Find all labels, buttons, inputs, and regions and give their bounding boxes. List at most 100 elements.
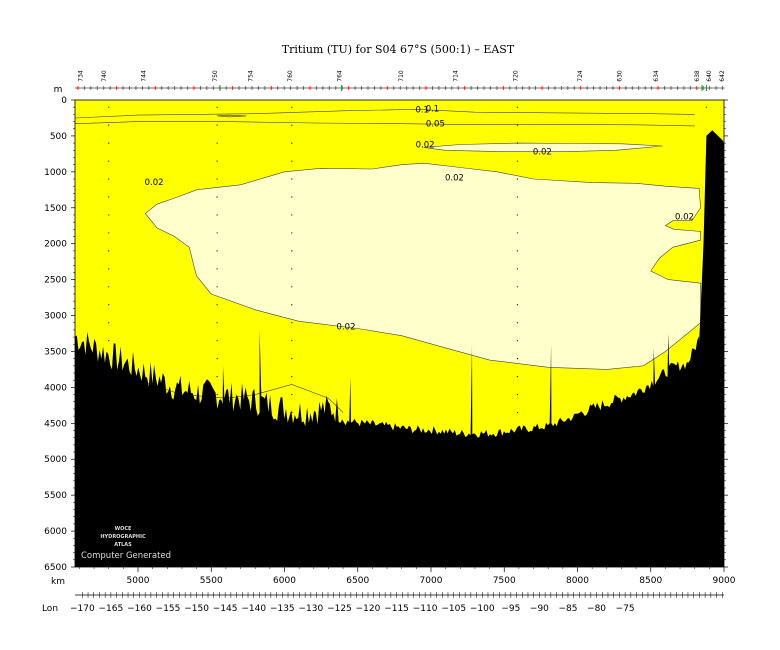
y-tick-label: 500 (50, 132, 67, 142)
contour-label: 0.02 (445, 174, 464, 184)
sample-dot (291, 304, 293, 306)
x-tick-label: 6500 (346, 576, 369, 586)
contour-label: 0.1 (415, 105, 429, 115)
y-axis-unit: m (54, 85, 63, 95)
sample-dot (216, 304, 218, 306)
contour-label: 0.05 (426, 120, 445, 130)
station-label: 754 (247, 70, 254, 82)
sample-dot (108, 322, 110, 324)
sample-dot (516, 196, 519, 198)
sample-dot (291, 142, 293, 144)
sample-dot (291, 250, 293, 252)
sample-dot (291, 106, 293, 108)
y-tick-label: 3000 (44, 312, 67, 322)
station-label: 760 (287, 70, 294, 82)
sample-dot (291, 376, 293, 378)
y-tick-label: 4500 (44, 419, 67, 429)
x-tick-label: 5500 (200, 576, 223, 586)
station-label: 750 (212, 70, 219, 82)
sample-dot (216, 106, 218, 108)
contour-label: 0.02 (416, 141, 435, 151)
x-tick-label: 8000 (566, 576, 589, 586)
sample-dot (516, 214, 519, 216)
contour-line-0.05 (74, 121, 695, 127)
sample-dot (516, 232, 519, 234)
contour-label: 0 (704, 321, 709, 331)
sample-dot (516, 304, 519, 306)
y-tick-label: 1500 (44, 204, 67, 214)
sample-dot (516, 411, 519, 414)
sample-dot (108, 142, 110, 144)
seafloor-bathymetry (75, 130, 724, 567)
sample-dot (516, 142, 519, 144)
sample-dot (216, 178, 218, 180)
y-tick-label: 2500 (44, 276, 67, 286)
station-label: 724 (577, 70, 584, 82)
sample-dot (705, 106, 708, 108)
watermark-computer-generated: Computer Generated (81, 551, 171, 561)
station-label: 740 (101, 70, 108, 82)
sample-dot (516, 160, 519, 162)
sample-dot (516, 178, 519, 180)
contour-label: 0.02 (337, 322, 356, 332)
sample-dot (108, 250, 110, 252)
sample-dot (216, 232, 218, 234)
sample-dot (108, 286, 110, 288)
y-tick-label: 6000 (44, 527, 67, 537)
station-label: 642 (719, 70, 726, 82)
chart-title: Tritium (TU) for S04 67°S (500:1) – EAST (282, 43, 515, 56)
y-tick-label: 6500 (44, 563, 67, 573)
sample-dot (216, 393, 218, 396)
station-label: 734 (77, 70, 84, 82)
sample-dot (291, 232, 293, 234)
contour-small-eddy (217, 114, 247, 118)
sample-dot (291, 358, 293, 360)
sample-dot (216, 358, 218, 360)
sample-dot (216, 196, 218, 198)
sample-dot (291, 178, 293, 180)
sample-dot (291, 393, 293, 396)
sample-dot (516, 393, 519, 396)
lon-tick-label: −105 (441, 604, 466, 614)
sample-dot (291, 124, 293, 126)
y-tick-label: 5000 (44, 455, 67, 465)
sample-dot (516, 340, 519, 342)
lon-tick-label: −100 (470, 604, 495, 614)
watermark-text: WOCE (115, 526, 132, 532)
y-tick-label: 1000 (44, 168, 67, 178)
lon-tick-label: −160 (127, 604, 152, 614)
contour-label: 0.02 (145, 178, 164, 188)
y-tick-label: 3500 (44, 347, 67, 357)
sample-dot (291, 268, 293, 270)
sample-dot (291, 340, 293, 342)
contour-region-low (144, 162, 701, 370)
lon-tick-label: −140 (241, 604, 266, 614)
plot-frame (74, 99, 725, 568)
sample-dot (108, 178, 110, 180)
contour-line-0.1 (74, 108, 695, 119)
sample-dot (516, 286, 519, 288)
station-label: 640 (706, 70, 713, 82)
sample-dot (291, 286, 293, 288)
sample-dot (516, 124, 519, 126)
lon-tick-label: −95 (501, 604, 520, 614)
watermark-text: HYDROGRAPHIC (100, 534, 146, 540)
sample-dot (108, 196, 110, 198)
lon-tick-label: −135 (270, 604, 295, 614)
sample-dot (108, 340, 110, 342)
sample-dot (108, 124, 110, 126)
sample-dot (216, 214, 218, 216)
lon-tick-label: −110 (413, 604, 438, 614)
sample-dot (216, 142, 218, 144)
station-label: 634 (653, 70, 660, 82)
sample-dot (108, 106, 110, 108)
sample-dot (216, 250, 218, 252)
sample-dot (216, 124, 218, 126)
plot-area: 0.10.1 0.05 0.02 0.02 0.02 0.02 0.02 0.02 0 WOCE H… (74, 100, 724, 567)
station-label: 714 (452, 70, 459, 82)
x-tick-label: 5000 (127, 576, 150, 586)
sample-dot (516, 376, 519, 378)
sample-dot (216, 286, 218, 288)
lon-tick-label: −125 (327, 604, 352, 614)
